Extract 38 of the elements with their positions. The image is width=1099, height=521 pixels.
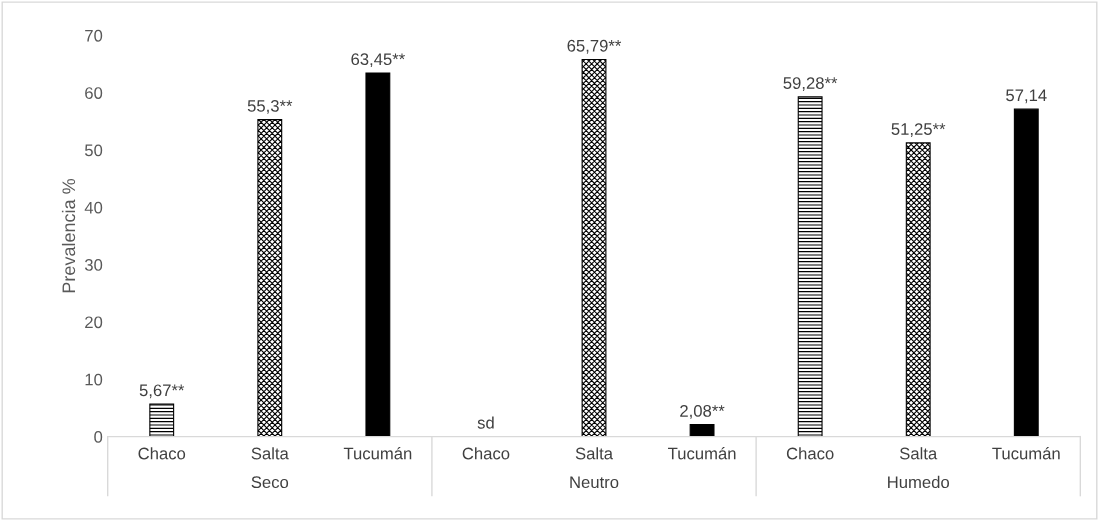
- y-tick-label: 0: [94, 431, 103, 443]
- y-tick-label: 70: [85, 29, 103, 42]
- data-label: 59,28**: [783, 77, 838, 91]
- y-tick-label: 50: [84, 144, 103, 157]
- bar: [797, 96, 823, 437]
- data-label: 65,79**: [567, 39, 622, 54]
- y-tick-label: 10: [85, 373, 103, 386]
- data-label: 51,25**: [891, 123, 946, 137]
- data-label: 2,08**: [680, 405, 725, 419]
- text: sd: [477, 416, 494, 429]
- data-label: 63,45**: [351, 53, 405, 68]
- text: Tucumán: [992, 446, 1060, 460]
- y-tick-label: 20: [85, 316, 103, 329]
- data-label: 5,67**: [139, 384, 185, 399]
- data-label: 57,14: [1006, 89, 1047, 104]
- bar: [257, 119, 283, 437]
- y-axis-title: Prevalencia %: [61, 178, 76, 293]
- bar: [905, 142, 931, 437]
- text: Tucumán: [668, 446, 736, 460]
- y-tick-label: 40: [84, 201, 103, 214]
- bar: [581, 59, 607, 437]
- series-label: Chaco: [138, 447, 186, 460]
- x-tick-label: Seco: [251, 476, 289, 489]
- bar: [689, 424, 715, 437]
- y-tick-label: 60: [85, 87, 103, 99]
- text: Salta: [575, 447, 613, 460]
- data-label: 55,3**: [247, 99, 293, 114]
- bar: [1013, 108, 1039, 437]
- bar: [365, 72, 391, 437]
- text: Chaco: [462, 447, 510, 460]
- text: Chaco: [786, 447, 834, 460]
- text: Salta: [899, 447, 938, 460]
- y-tick-label: 30: [84, 259, 103, 271]
- series-label: Salta: [251, 447, 289, 460]
- bar: [149, 403, 175, 437]
- x-tick-label: Neutro: [570, 476, 619, 489]
- x-tick-label: Humedo: [888, 475, 950, 489]
- series-label: Tucumán: [343, 446, 412, 460]
